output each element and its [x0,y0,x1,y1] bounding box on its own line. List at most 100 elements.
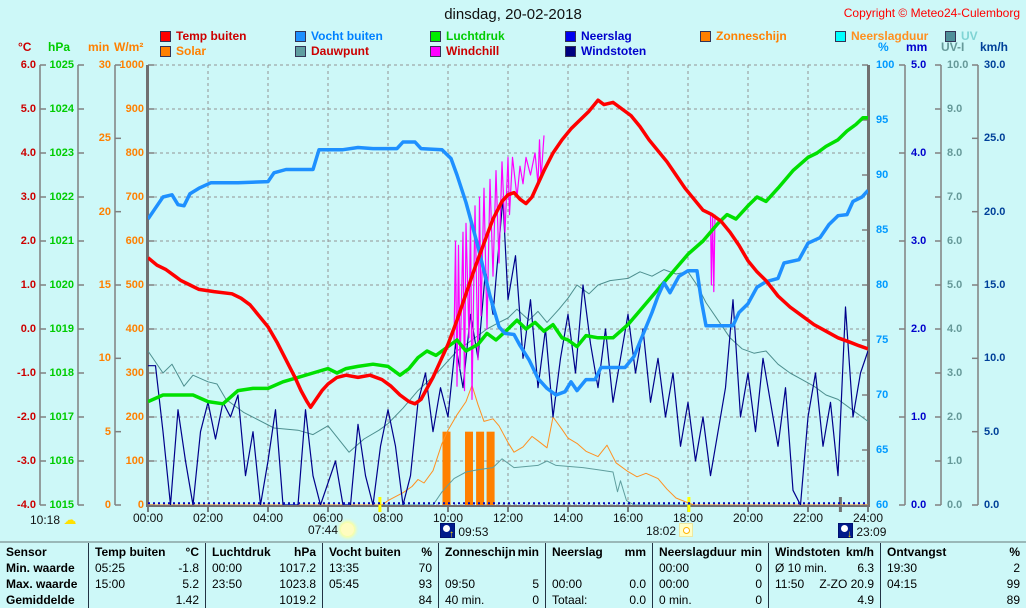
axis-value-label: 2.0 [20,235,36,247]
axis-value-label: 25 [98,132,111,145]
axis-header-W/m²: W/m² [114,40,144,54]
axis-value-label: 800 [125,147,144,159]
axis-value-label: 0.0 [20,323,36,335]
table-row: 11:50 Z-ZO 20.9 [775,577,874,591]
x-tick-label: 20:00 [732,511,764,525]
x-tick-label: 24:00 [852,511,884,525]
legend-label: Solar [176,44,207,58]
table-cell: 1017.2 [279,561,316,575]
axis-value-label: 0 [137,499,144,511]
legend-swatch-icon [160,45,171,57]
table-row [445,561,539,575]
axis-value-label: 15 [98,279,111,291]
table-row: 05:25 -1.8 [95,561,199,575]
chart-plot-area [39,64,979,512]
table-row: Neerslagduur min [659,545,762,559]
axis-value-label: 20 [98,205,111,218]
legend-label: UV [961,29,978,43]
legend-swatch-icon [160,30,171,42]
axis-value-label: -1.0 [17,367,36,379]
table-row: 89 [887,593,1020,607]
table-column: Sensor Min. waarde Max. waarde Gemiddelde [0,543,88,608]
table-cell: 1023.8 [279,577,316,591]
table-cell: 15:00 [95,577,126,591]
axis-value-label: 4.0 [911,147,927,159]
axis-value-label: 10 [98,352,111,365]
table-column: Luchtdruk hPa 00:00 1017.2 23:50 1023.8 1019.2 [205,543,322,608]
legend-swatch-icon [295,45,306,57]
x-tick-label: 14:00 [552,511,584,525]
table-cell: 00:00 [659,561,690,575]
table-cell: Vocht buiten [329,545,401,559]
legend-label: Luchtdruk [446,29,505,43]
table-row: 23:50 1023.8 [212,577,316,591]
legend-item-zonneschijn: Zonneschijn [700,29,787,43]
statistics-table: Sensor Min. waarde Max. waarde Gemiddelde Te… [0,541,1026,608]
legend-item-uv: UV [945,29,978,43]
axis-value-label: 0.0 [984,499,1000,511]
table-cell: 09:50 [445,577,476,591]
x-tick-label: 12:00 [492,511,524,525]
moonrise-marker: ↑ 09:53 [440,523,488,540]
table-cell: Luchtdruk [212,545,271,559]
table-cell: 0 [532,593,539,607]
table-row: Windstoten km/h [775,545,874,559]
legend-label: Temp buiten [176,29,247,43]
axis-value-label: 15.0 [984,279,1006,291]
axis-header-mm: mm [906,40,928,54]
plot-left-border [146,65,149,507]
copyright-text: Copyright © Meteo24-Culemborg [843,6,1020,20]
table-row: Max. waarde [6,577,82,591]
table-column: Ontvangst% 19:30 2 04:15 99 89 [880,543,1026,608]
table-cell: Max. waarde [6,577,78,591]
table-cell: Temp buiten [95,545,166,559]
table-row: 0 min. 0 [659,593,762,607]
axis-value-label: 1017 [49,411,74,423]
axis-header-min: min [88,40,110,54]
sunset-time-label: 18:02 [646,524,677,538]
axis-value-label: 5.0 [984,425,1000,438]
table-row: Ø 10 min. 6.3 [775,561,874,575]
axis-value-label: 3.0 [947,367,963,379]
table-cell: Gemiddelde [6,593,75,607]
legend-swatch-icon [295,30,306,42]
moonset-time-label: 10:18 [30,513,61,527]
table-cell: 00:00 [659,577,690,591]
axis-value-label: 1024 [49,103,74,115]
axis-value-label: 10.0 [984,352,1006,365]
moonset-moon-icon: ↓ [838,523,853,540]
axis-value-label: 0.0 [911,499,927,511]
legend-item-solar: Solar [160,44,207,58]
sunshine-bar [442,431,451,505]
table-column: Windstoten km/h Ø 10 min. 6.3 11:50 Z-ZO 20.9… [768,543,880,608]
table-cell: 0 [755,593,762,607]
table-row: 15:00 5.2 [95,577,199,591]
series-solar [148,384,868,505]
table-cell: 0 [755,577,762,591]
table-cell: 0.0 [629,593,646,607]
axis-value-label: 500 [125,279,144,291]
table-row: 00:00 0.0 [552,577,646,591]
table-cell: 84 [418,593,432,607]
legend-label: Vocht buiten [311,29,383,43]
legend-item-vocht-buiten: Vocht buiten [295,29,383,43]
table-cell: 0 [755,561,762,575]
axis-value-label: 1015 [49,499,74,511]
table-cell: 0.0 [629,577,646,591]
table-row: 1.42 [95,593,199,607]
table-row [552,561,646,575]
moon-cloud-icon: ☁ [63,512,77,527]
moonset-time-label: 23:09 [856,525,887,539]
table-cell: Neerslag [552,545,603,559]
axis-header-hPa: hPa [48,40,71,54]
table-row: 00:00 1017.2 [212,561,316,575]
table-row: 84 [329,593,432,607]
axis-value-label: 85 [876,224,889,236]
table-cell: 40 min. [445,593,485,607]
table-cell: Z-ZO 20.9 [819,577,874,591]
sunset-sun-icon [679,523,694,537]
axis-value-label: -2.0 [17,411,36,423]
axis-value-label: 3.0 [20,191,36,203]
legend-label: Windchill [446,44,500,58]
axis-value-label: 100 [125,455,144,467]
